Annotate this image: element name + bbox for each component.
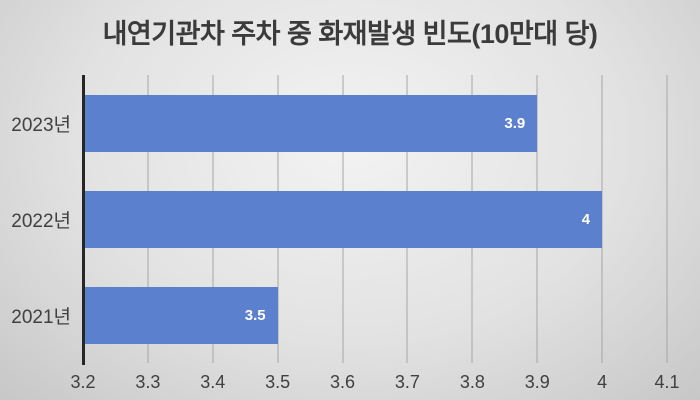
x-tick-label: 3.3	[135, 372, 161, 392]
x-axis-tick-labels: 3.2 3.3 3.4 3.5 3.6 3.7 3.8 3.9 4 4.1	[70, 369, 679, 397]
x-tick-label: 3.2	[70, 372, 96, 392]
y-axis-line	[82, 75, 85, 365]
x-tick-label: 3.8	[459, 372, 485, 392]
category-label-2022년: 2022년	[11, 210, 71, 232]
bar-value-label: 3.9	[504, 114, 526, 132]
x-tick-label: 3.6	[330, 372, 356, 392]
chart-title: 내연기관차 주차 중 화재발생 빈도(10만대 당)	[102, 19, 598, 49]
plot-area: 3.9 4 3.5	[82, 75, 668, 365]
bar-2023년: 3.9	[83, 94, 538, 152]
x-tick-label: 3.5	[265, 372, 291, 392]
category-label-2021년: 2021년	[11, 306, 71, 328]
category-label-2023년: 2023년	[11, 114, 71, 136]
gridline	[666, 75, 668, 363]
x-tick-label: 3.4	[200, 372, 226, 392]
x-tick-label: 3.9	[524, 372, 550, 392]
bar-value-label: 4	[581, 210, 591, 228]
x-tick-label: 4	[597, 372, 608, 392]
gridline	[601, 75, 603, 363]
bar-2021년: 3.5	[83, 286, 278, 344]
bar-value-label: 3.5	[244, 306, 266, 324]
x-tick-label: 3.7	[394, 372, 420, 392]
category-axis-labels: 2023년 2022년 2021년	[0, 75, 71, 363]
bar-2022년: 4	[83, 190, 603, 248]
x-tick-label: 4.1	[654, 372, 680, 392]
